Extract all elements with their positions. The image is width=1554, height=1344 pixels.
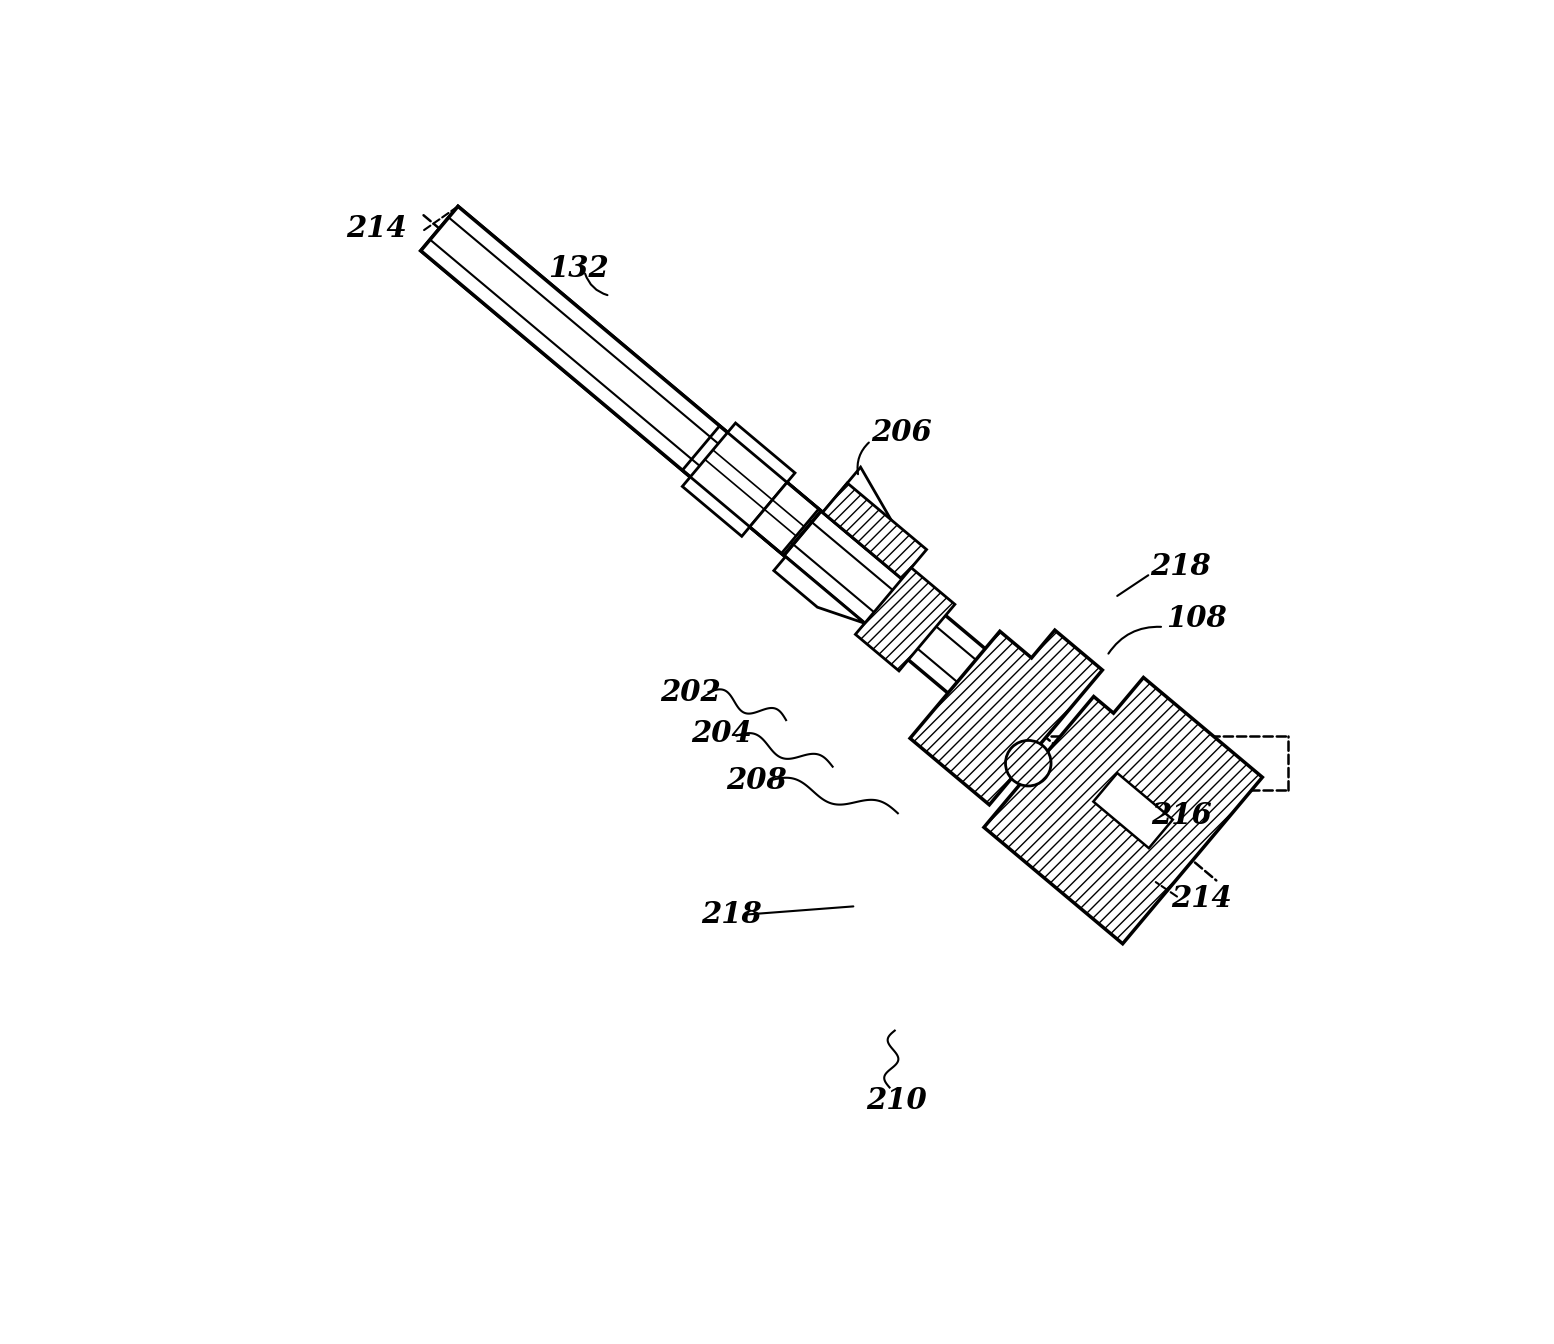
Text: 210: 210 xyxy=(866,1086,926,1116)
Text: 132: 132 xyxy=(549,254,609,284)
Polygon shape xyxy=(682,423,796,536)
Text: 204: 204 xyxy=(692,719,752,749)
Polygon shape xyxy=(1094,773,1173,848)
Polygon shape xyxy=(421,207,998,703)
Text: 214: 214 xyxy=(347,214,407,243)
Polygon shape xyxy=(822,482,926,579)
Polygon shape xyxy=(822,468,890,548)
Polygon shape xyxy=(749,482,819,554)
Text: 206: 206 xyxy=(870,418,932,448)
Text: 108: 108 xyxy=(1166,605,1226,633)
Text: 218: 218 xyxy=(1150,552,1211,582)
Text: 202: 202 xyxy=(660,677,721,707)
Text: 214: 214 xyxy=(1172,883,1232,913)
Text: 218: 218 xyxy=(701,900,761,929)
Text: 216: 216 xyxy=(1152,801,1212,829)
Polygon shape xyxy=(774,556,864,624)
Polygon shape xyxy=(984,677,1262,943)
Polygon shape xyxy=(855,567,954,671)
Text: 208: 208 xyxy=(726,766,786,794)
Circle shape xyxy=(1005,741,1051,786)
Polygon shape xyxy=(421,207,821,555)
Polygon shape xyxy=(911,630,1102,805)
